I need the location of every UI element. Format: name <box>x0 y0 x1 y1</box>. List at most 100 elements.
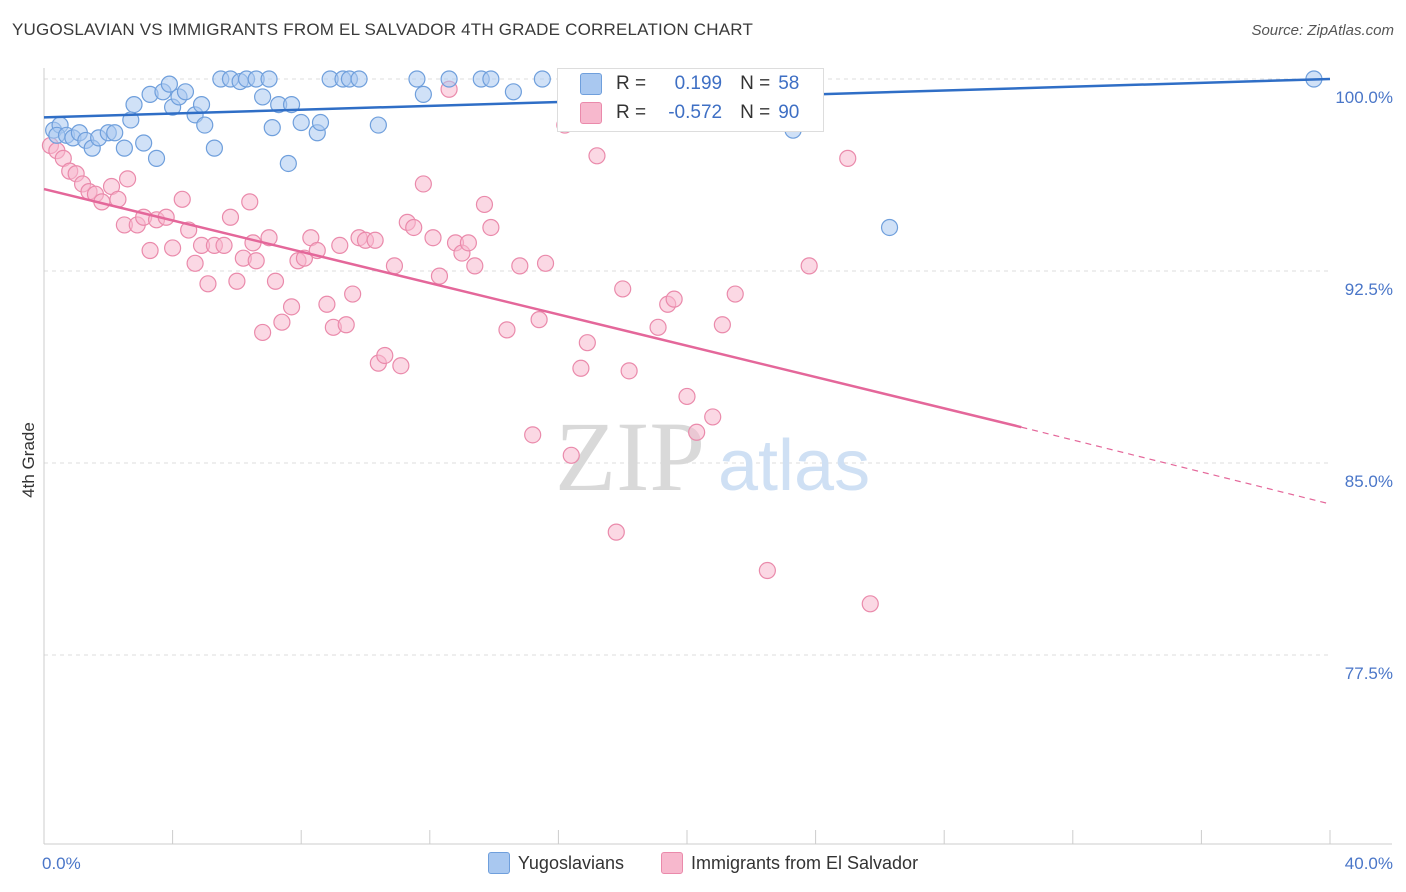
y-tick-label-1: 92.5% <box>1345 280 1393 299</box>
stats-swatch-blue <box>580 72 602 95</box>
legend-item-yugoslavians: Yugoslavians <box>487 852 624 874</box>
el-salvador-point-80 <box>678 387 696 406</box>
el-salvador-point-23 <box>199 275 217 293</box>
legend-label: Yugoslavians <box>517 852 624 873</box>
yugoslavian-point-56 <box>880 218 899 237</box>
yugoslavian-point-45 <box>408 70 426 88</box>
el-salvador-point-70 <box>562 446 580 464</box>
axes <box>43 68 1392 845</box>
el-salvador-point-43 <box>337 316 355 334</box>
el-salvador-point-84 <box>758 561 776 580</box>
el-salvador-point-53 <box>405 218 423 237</box>
yugoslavian-point-36 <box>282 95 301 114</box>
source-credit: Source: ZipAtlas.com <box>1251 22 1394 39</box>
yugoslavian-point-10 <box>106 124 124 142</box>
el-salvador-point-42 <box>331 236 349 254</box>
yugoslavian-point-37 <box>292 113 310 132</box>
yugoslavian-point-11 <box>115 139 133 157</box>
el-salvador-point-63 <box>482 218 500 237</box>
el-salvador-point-74 <box>607 523 625 541</box>
yugoslavian-point-35 <box>279 154 297 173</box>
yugoslavian-point-39 <box>311 113 330 132</box>
el-salvador-point-27 <box>228 272 246 290</box>
chart-title: YUGOSLAVIAN VS IMMIGRANTS FROM EL SALVAD… <box>12 20 754 39</box>
el-salvador-trend-extension <box>1021 426 1331 505</box>
el-salvador-point-83 <box>713 316 731 334</box>
el-salvador-point-54 <box>414 175 432 193</box>
el-salvador-point-77 <box>649 318 667 336</box>
el-salvador-point-87 <box>861 595 879 613</box>
legend: Yugoslavians Immigrants from El Salvador <box>0 852 1406 879</box>
y-tick-label-3: 77.5% <box>1345 664 1393 683</box>
stats-row-pink: R = -0.572 N = 90 <box>558 98 823 127</box>
stats-n-value: 58 <box>778 72 800 94</box>
el-salvador-point-25 <box>215 236 233 254</box>
yugoslavian-point-46 <box>414 85 432 103</box>
yugoslavian-point-25 <box>205 139 223 157</box>
el-salvador-point-44 <box>344 285 362 303</box>
x-tick-labels: 0.0% 40.0% <box>42 854 1393 873</box>
yugoslavian-point-51 <box>533 70 551 88</box>
stats-r-value: 0.199 <box>674 72 723 94</box>
el-salvador-point-55 <box>424 229 442 247</box>
el-salvador-point-79 <box>665 290 683 308</box>
grid-lines <box>44 78 1330 656</box>
stats-box: R = 0.199 N = 58 R = -0.572 N = 90 <box>557 68 824 132</box>
stats-n-value: 90 <box>778 101 800 123</box>
yugoslavian-point-21 <box>176 83 195 101</box>
el-salvador-point-81 <box>688 423 706 441</box>
yugoslavian-point-18 <box>160 75 178 93</box>
stats-n-label: N = <box>740 72 771 94</box>
legend-label: Immigrants from El Salvador <box>691 852 919 873</box>
el-salvador-point-73 <box>588 147 606 165</box>
el-salvador-point-72 <box>578 334 596 352</box>
yugoslavian-point-14 <box>135 134 153 152</box>
yugoslavian-point-16 <box>147 149 166 167</box>
stats-r-value: -0.572 <box>668 101 723 123</box>
el-salvador-point-12 <box>118 170 137 188</box>
watermark-zip: ZIP <box>555 401 705 512</box>
el-salvador-point-40 <box>318 295 336 313</box>
el-salvador-point-71 <box>572 359 590 377</box>
el-salvador-point-61 <box>466 257 484 275</box>
el-salvador-point-88 <box>726 285 744 303</box>
stats-r-label: R = <box>616 72 647 94</box>
el-salvador-point-67 <box>530 311 548 329</box>
yugoslavian-point-23 <box>192 95 211 114</box>
yugoslavian-point-32 <box>260 70 278 88</box>
el-salvador-point-75 <box>614 280 632 298</box>
el-salvador-point-35 <box>282 298 301 316</box>
yugoslavian-point-24 <box>196 116 214 134</box>
el-salvador-point-31 <box>254 323 272 342</box>
el-salvador-point-50 <box>385 257 404 275</box>
el-salvador-point-76 <box>620 362 638 380</box>
el-salvador-point-89 <box>244 234 262 252</box>
yugoslavian-point-49 <box>482 70 500 88</box>
watermark-atlas: atlas <box>718 426 870 506</box>
yugoslavian-point-33 <box>263 119 281 137</box>
yugoslavian-point-47 <box>440 70 458 88</box>
x-tick-label-0: 0.0% <box>42 854 81 873</box>
el-salvador-point-60 <box>459 234 477 252</box>
el-salvador-point-51 <box>392 357 410 375</box>
stats-swatch-pink <box>580 101 602 124</box>
yugoslavian-point-50 <box>504 83 522 101</box>
el-salvador-point-62 <box>475 195 494 214</box>
yugoslavian-point-43 <box>350 70 368 88</box>
el-salvador-point-49 <box>376 346 394 365</box>
el-salvador-point-33 <box>266 272 285 290</box>
el-salvador-point-56 <box>430 267 449 285</box>
el-salvador-point-86 <box>839 149 857 167</box>
legend-item-el-salvador: Immigrants from El Salvador <box>661 852 918 874</box>
stats-n-label: N = <box>740 101 771 123</box>
el-salvador-point-30 <box>247 252 265 270</box>
y-tick-label-0: 100.0% <box>1335 88 1393 107</box>
blue-series-points <box>45 70 1323 237</box>
legend-swatch-blue <box>487 852 510 874</box>
yugoslavian-point-13 <box>125 95 143 114</box>
el-salvador-point-18 <box>164 239 182 257</box>
el-salvador-point-47 <box>366 231 384 249</box>
el-salvador-point-82 <box>704 408 722 426</box>
stats-r-label: R = <box>616 101 647 123</box>
